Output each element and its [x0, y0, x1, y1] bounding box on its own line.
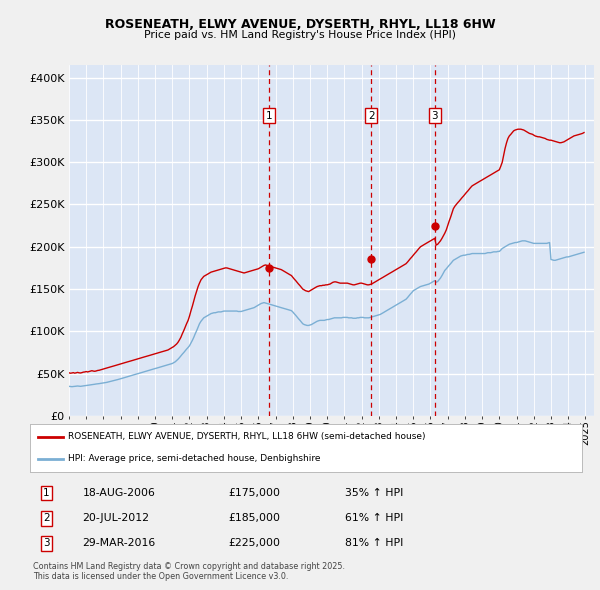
Text: £185,000: £185,000 [229, 513, 281, 523]
Text: 18-AUG-2006: 18-AUG-2006 [82, 488, 155, 498]
Text: 3: 3 [43, 539, 50, 549]
Text: Contains HM Land Registry data © Crown copyright and database right 2025.
This d: Contains HM Land Registry data © Crown c… [33, 562, 345, 581]
Text: 2: 2 [43, 513, 50, 523]
Text: Price paid vs. HM Land Registry's House Price Index (HPI): Price paid vs. HM Land Registry's House … [144, 30, 456, 40]
Text: 29-MAR-2016: 29-MAR-2016 [82, 539, 155, 549]
Text: 1: 1 [266, 111, 272, 121]
Text: 35% ↑ HPI: 35% ↑ HPI [344, 488, 403, 498]
Text: £225,000: £225,000 [229, 539, 281, 549]
Text: 20-JUL-2012: 20-JUL-2012 [82, 513, 149, 523]
Text: ROSENEATH, ELWY AVENUE, DYSERTH, RHYL, LL18 6HW (semi-detached house): ROSENEATH, ELWY AVENUE, DYSERTH, RHYL, L… [68, 432, 425, 441]
Text: 61% ↑ HPI: 61% ↑ HPI [344, 513, 403, 523]
Text: ROSENEATH, ELWY AVENUE, DYSERTH, RHYL, LL18 6HW: ROSENEATH, ELWY AVENUE, DYSERTH, RHYL, L… [104, 18, 496, 31]
Text: 81% ↑ HPI: 81% ↑ HPI [344, 539, 403, 549]
Text: 3: 3 [431, 111, 438, 121]
Text: 1: 1 [43, 488, 50, 498]
Text: HPI: Average price, semi-detached house, Denbighshire: HPI: Average price, semi-detached house,… [68, 454, 320, 463]
Text: 2: 2 [368, 111, 374, 121]
Text: £175,000: £175,000 [229, 488, 281, 498]
